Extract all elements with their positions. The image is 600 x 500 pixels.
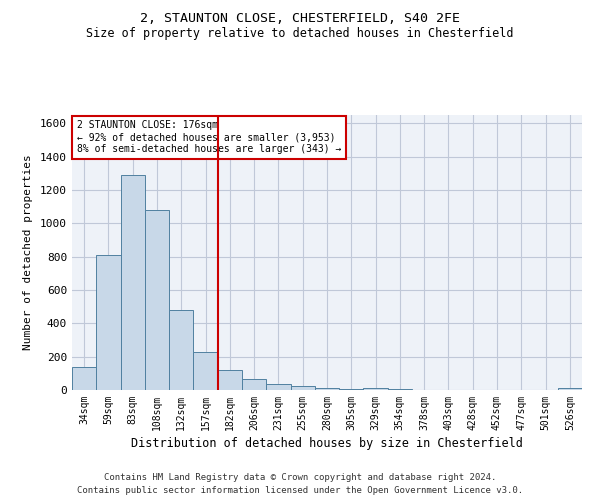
- X-axis label: Distribution of detached houses by size in Chesterfield: Distribution of detached houses by size …: [131, 437, 523, 450]
- Bar: [266, 384, 290, 390]
- Text: Contains public sector information licensed under the Open Government Licence v3: Contains public sector information licen…: [77, 486, 523, 495]
- Bar: [339, 388, 364, 390]
- Bar: [145, 210, 169, 390]
- Bar: [290, 386, 315, 390]
- Text: Contains HM Land Registry data © Crown copyright and database right 2024.: Contains HM Land Registry data © Crown c…: [104, 474, 496, 482]
- Bar: [364, 388, 388, 390]
- Bar: [169, 310, 193, 390]
- Bar: [121, 175, 145, 390]
- Bar: [218, 370, 242, 390]
- Bar: [388, 389, 412, 390]
- Bar: [558, 388, 582, 390]
- Y-axis label: Number of detached properties: Number of detached properties: [23, 154, 33, 350]
- Bar: [242, 379, 266, 390]
- Text: 2, STAUNTON CLOSE, CHESTERFIELD, S40 2FE: 2, STAUNTON CLOSE, CHESTERFIELD, S40 2FE: [140, 12, 460, 26]
- Bar: [315, 388, 339, 390]
- Bar: [193, 352, 218, 390]
- Bar: [72, 366, 96, 390]
- Bar: [96, 255, 121, 390]
- Text: Size of property relative to detached houses in Chesterfield: Size of property relative to detached ho…: [86, 28, 514, 40]
- Text: 2 STAUNTON CLOSE: 176sqm
← 92% of detached houses are smaller (3,953)
8% of semi: 2 STAUNTON CLOSE: 176sqm ← 92% of detach…: [77, 120, 341, 154]
